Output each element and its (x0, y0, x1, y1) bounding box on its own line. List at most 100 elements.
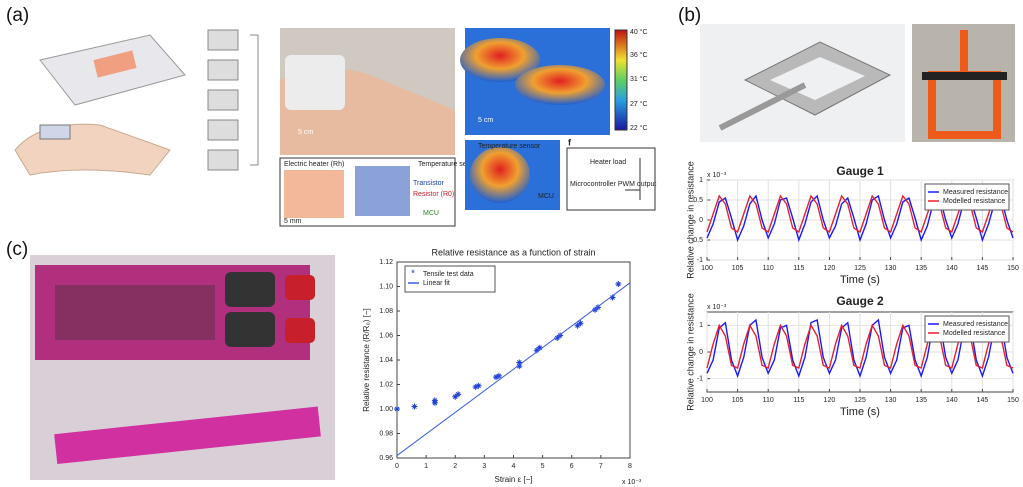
y-axis-label: Relative change in resistance (685, 293, 695, 411)
y-tick-label: 1.10 (379, 283, 393, 290)
annotation: Microcontroller PWM output (570, 181, 656, 188)
y-tick-label: 0 (699, 217, 703, 224)
colorbar-label: 36 °C (630, 51, 648, 59)
data-point (431, 397, 438, 404)
y-axis-label: Relative resistance (R/R₀) [−] (362, 308, 371, 412)
legend-marker: * (411, 269, 415, 280)
annotation: Temperature sensor (478, 143, 541, 150)
annotation: Transistor (413, 180, 445, 187)
y-axis-label: Relative change in resistance (685, 161, 695, 279)
y-tick-label: 1.06 (379, 332, 393, 339)
data-point (557, 332, 564, 339)
chart-title: Gauge 1 (836, 164, 884, 178)
legend-label: Linear fit (423, 280, 450, 287)
legend-box (404, 265, 496, 293)
x-tick-label: 110 (763, 397, 774, 404)
thermal-zoom (465, 140, 560, 210)
legend-label: Measured resistance (943, 189, 1008, 196)
annotation: Resistor (R0) (413, 191, 454, 198)
data-point (516, 363, 523, 370)
x-tick-label: 145 (977, 397, 989, 404)
chart-title: Relative resistance as a function of str… (431, 247, 595, 257)
data-point (536, 344, 543, 351)
x-tick-label: 100 (701, 397, 713, 404)
axis-scale-note: x 10⁻³ (707, 172, 727, 179)
y-tick-label: 1 (699, 177, 703, 184)
data-point (493, 374, 500, 381)
data-point (615, 281, 622, 288)
x-tick-label: 4 (512, 463, 516, 470)
x-tick-label: 135 (915, 265, 927, 272)
annotation: Temperature sensor (418, 161, 481, 168)
gauge-render (700, 24, 905, 142)
annotation: Electric heater (Rh) (284, 161, 344, 168)
x-tick-label: 150 (1007, 397, 1019, 404)
legend-label: Tensile test data (423, 271, 474, 278)
x-tick-label: 110 (763, 265, 774, 272)
annotation: Heater load (590, 159, 626, 166)
data-point (472, 383, 479, 390)
device-diagram (14, 34, 186, 176)
data-point (411, 403, 418, 410)
legend-label: Modelled resistance (943, 330, 1005, 337)
series-line (396, 282, 631, 456)
y-tick-label: -1 (697, 376, 703, 383)
sensor-photo (30, 255, 335, 480)
colorbar-label: 22 °C (630, 124, 648, 132)
x-tick-label: 140 (946, 397, 958, 404)
panel-label: (a) (6, 5, 29, 26)
x-tick-label: 105 (732, 265, 744, 272)
x-tick-label: 2 (453, 463, 457, 470)
x-tick-label: 8 (628, 463, 632, 470)
data-point (577, 320, 584, 327)
data-point (516, 359, 523, 366)
x-axis-label: Strain ε [−] (494, 475, 532, 484)
y-tick-label: 1.08 (379, 308, 393, 315)
y-tick-label: 1.02 (379, 381, 393, 388)
chart-title: Gauge 2 (836, 294, 884, 308)
y-tick-label: 0.98 (379, 430, 393, 437)
axis-scale-note: x 10⁻³ (622, 479, 642, 486)
y-tick-label: 0.5 (693, 197, 703, 204)
legend-box (924, 315, 1010, 343)
x-tick-label: 105 (732, 397, 744, 404)
panel-label: (b) (678, 5, 701, 26)
legend-label: Modelled resistance (943, 198, 1005, 205)
x-tick-label: 1 (424, 463, 428, 470)
x-tick-label: 100 (701, 265, 713, 272)
x-tick-label: 5 (541, 463, 545, 470)
colorbar-label: 40 °C (630, 28, 648, 36)
data-point (455, 391, 462, 398)
thermal-image (460, 28, 628, 135)
circuit-photo (279, 157, 456, 227)
scale-label: 5 cm (298, 129, 313, 136)
legend-label: Measured resistance (943, 321, 1008, 328)
x-tick-label: 135 (915, 397, 927, 404)
annotation: MCU (423, 210, 439, 217)
axis-scale-note: x 10⁻³ (707, 304, 727, 311)
x-tick-label: 140 (946, 265, 958, 272)
x-tick-label: 130 (885, 265, 897, 272)
data-point (554, 334, 561, 341)
plot-area (396, 261, 631, 459)
data-point (475, 382, 482, 389)
y-tick-label: 1 (699, 322, 703, 329)
panel-label: (c) (6, 239, 28, 260)
y-tick-label: -1 (697, 257, 703, 264)
x-tick-label: 3 (482, 463, 486, 470)
x-axis-label: Time (s) (840, 406, 880, 418)
data-point (594, 304, 601, 311)
data-point (452, 393, 459, 400)
y-tick-label: 1.12 (379, 259, 393, 266)
x-tick-label: 120 (824, 265, 836, 272)
scale-label: 5 mm (284, 218, 302, 225)
x-tick-label: 115 (793, 397, 804, 404)
data-point (592, 306, 599, 313)
data-point (394, 406, 400, 412)
x-tick-label: 6 (570, 463, 574, 470)
y-tick-label: 0.96 (379, 455, 393, 462)
y-tick-label: 0 (699, 349, 703, 356)
x-tick-label: 125 (854, 265, 866, 272)
x-tick-label: 115 (793, 265, 804, 272)
